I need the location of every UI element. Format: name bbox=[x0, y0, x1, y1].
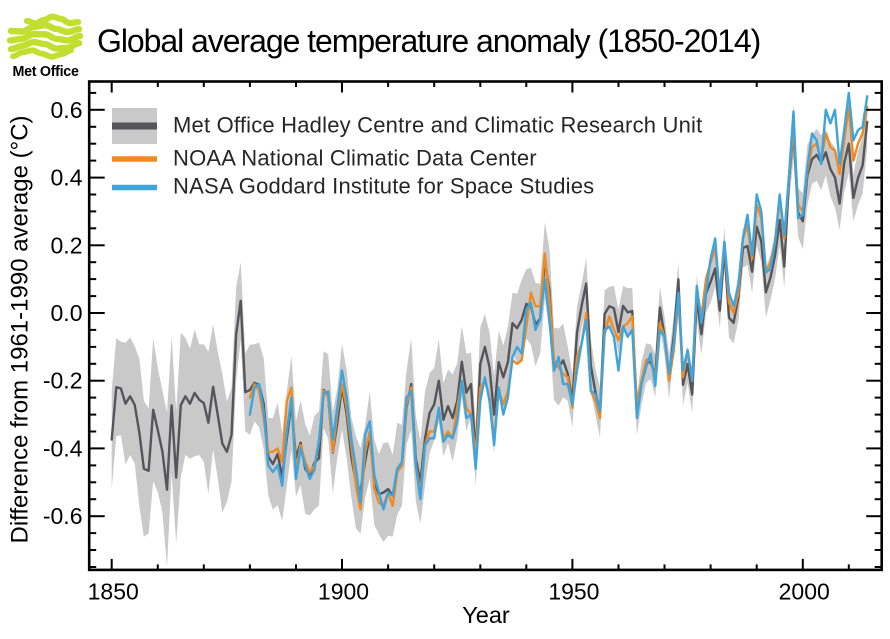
svg-text:Year: Year bbox=[462, 602, 510, 628]
svg-text:Met Office: Met Office bbox=[13, 64, 79, 80]
svg-text:-0.4: -0.4 bbox=[43, 435, 83, 461]
svg-text:0.2: 0.2 bbox=[51, 232, 83, 258]
svg-text:Global average temperature ano: Global average temperature anomaly (1850… bbox=[97, 23, 760, 59]
svg-text:1900: 1900 bbox=[318, 579, 369, 605]
svg-text:0.6: 0.6 bbox=[51, 97, 83, 123]
svg-text:Difference from 1961-1990 aver: Difference from 1961-1990 average (°C) bbox=[7, 115, 34, 543]
svg-text:-0.2: -0.2 bbox=[43, 368, 83, 394]
svg-text:2000: 2000 bbox=[779, 579, 830, 605]
svg-text:NASA Goddard Institute for Spa: NASA Goddard Institute for Space Studies bbox=[173, 174, 594, 199]
svg-text:NOAA National Climatic Data Ce: NOAA National Climatic Data Center bbox=[173, 146, 537, 171]
svg-text:0.4: 0.4 bbox=[51, 165, 83, 191]
svg-text:1850: 1850 bbox=[88, 579, 139, 605]
svg-text:Met Office Hadley Centre and C: Met Office Hadley Centre and Climatic Re… bbox=[173, 113, 702, 138]
svg-text:0.0: 0.0 bbox=[51, 300, 83, 326]
svg-text:1950: 1950 bbox=[548, 579, 599, 605]
svg-text:-0.6: -0.6 bbox=[43, 503, 83, 529]
